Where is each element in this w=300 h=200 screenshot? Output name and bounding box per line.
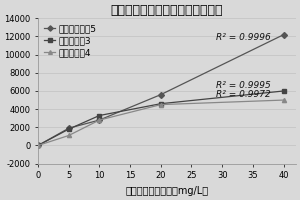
对比实施例4 [159, 103, 163, 106]
本发明实施例5 [282, 33, 285, 36]
X-axis label: 脂联素标准品浓度（mg/L）: 脂联素标准品浓度（mg/L） [125, 186, 208, 196]
Text: R² = 0.9996: R² = 0.9996 [216, 33, 271, 42]
本发明实施例5 [159, 93, 163, 96]
Title: 各脂联素检测试剂盒标准工作曲线: 各脂联素检测试剂盒标准工作曲线 [111, 4, 223, 17]
Line: 对比实施例4: 对比实施例4 [36, 98, 286, 148]
Text: R² = 0.9995: R² = 0.9995 [216, 81, 271, 90]
本发明实施例5 [98, 119, 101, 121]
本发明实施例5 [67, 127, 70, 129]
对比实施例3 [67, 128, 70, 130]
对比实施例3 [36, 144, 40, 147]
对比实施例3 [98, 114, 101, 117]
对比实施例3 [282, 90, 285, 92]
Legend: 本发明实施例5, 对比实施例3, 对比实施例4: 本发明实施例5, 对比实施例3, 对比实施例4 [43, 23, 99, 59]
Text: R² = 0.9972: R² = 0.9972 [216, 90, 271, 99]
对比实施例3 [159, 103, 163, 105]
对比实施例4 [36, 144, 40, 147]
对比实施例4 [98, 119, 101, 121]
Line: 对比实施例3: 对比实施例3 [36, 89, 286, 148]
本发明实施例5 [36, 144, 40, 147]
对比实施例4 [282, 99, 285, 101]
对比实施例4 [67, 134, 70, 137]
Line: 本发明实施例5: 本发明实施例5 [36, 33, 286, 148]
